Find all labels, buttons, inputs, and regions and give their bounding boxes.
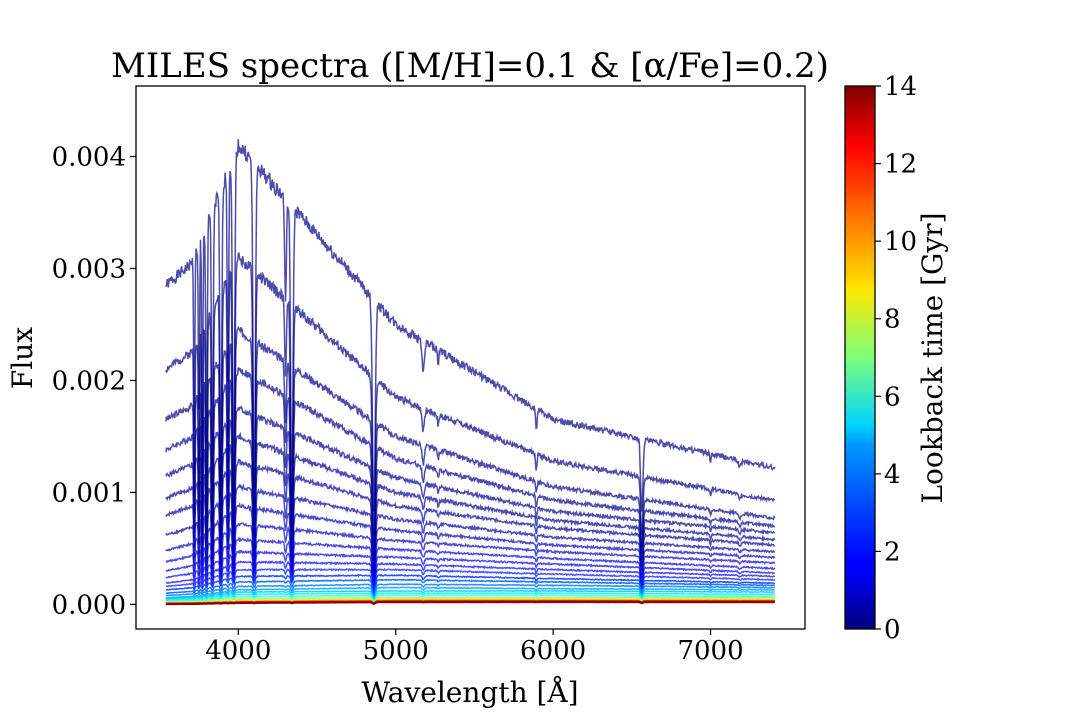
spectrum-line [165, 596, 775, 604]
x-tick-label: 4000 [205, 636, 271, 666]
x-tick-label: 5000 [363, 636, 429, 666]
spectrum-line [165, 594, 775, 603]
spectrum-line [165, 597, 775, 604]
colorbar-tick-label: 0 [884, 615, 901, 645]
colorbar-tick-label: 12 [884, 150, 917, 180]
y-tick-label: 0.002 [52, 366, 126, 396]
x-axis: 4000 5000 6000 7000 [205, 629, 744, 666]
spectrum-line [165, 592, 776, 603]
spectrum-line [165, 522, 776, 585]
chart-title: MILES spectra ([M/H]=0.1 & [α/Fe]=0.2) [111, 46, 829, 86]
spectrum-line [165, 431, 776, 569]
spectrum-line [165, 367, 776, 557]
colorbar-tick-label: 8 [884, 305, 901, 335]
y-tick-label: 0.003 [52, 254, 126, 284]
spectrum-line [165, 502, 776, 581]
spectrum-line [165, 589, 775, 602]
plot-frame [135, 85, 806, 630]
spectrum-line [165, 405, 776, 563]
colorbar [844, 85, 876, 630]
colorbar-label: Lookback time [Gyr] [916, 212, 949, 503]
colorbar-tick-label: 14 [884, 72, 917, 102]
x-axis-label: Wavelength [Å] [361, 676, 578, 709]
spectrum-line [165, 483, 776, 578]
y-tick-label: 0.004 [52, 143, 126, 173]
colorbar-tick-label: 6 [884, 382, 901, 412]
spectrum-line [165, 325, 776, 550]
spectrum-line [165, 578, 775, 599]
spectrum-line [165, 583, 776, 601]
spectrum-line [165, 586, 776, 601]
colorbar-tick-label: 2 [884, 537, 901, 567]
spectrum-line [165, 560, 775, 595]
spectrum-line [165, 549, 776, 590]
y-axis-label: Flux [6, 327, 39, 389]
x-tick-label: 6000 [520, 636, 586, 666]
y-tick-label: 0.000 [52, 590, 126, 620]
spectrum-line [165, 567, 776, 597]
spectrum-line [165, 573, 776, 598]
colorbar-tick-label: 10 [884, 227, 917, 257]
x-tick-label: 7000 [677, 636, 743, 666]
colorbar-axis: 0 2 4 6 8 10 12 14 [875, 72, 917, 645]
colorbar-tick-label: 4 [884, 460, 901, 490]
spectrum-line [165, 536, 776, 588]
spectra-lines [165, 139, 776, 606]
spectrum-line [165, 600, 775, 606]
y-tick-label: 0.001 [52, 478, 126, 508]
spectrum-line [165, 139, 776, 513]
spectrum-line [165, 458, 776, 573]
y-axis: 0.000 0.001 0.002 0.003 0.004 [52, 143, 136, 620]
spectrum-line [165, 252, 775, 535]
